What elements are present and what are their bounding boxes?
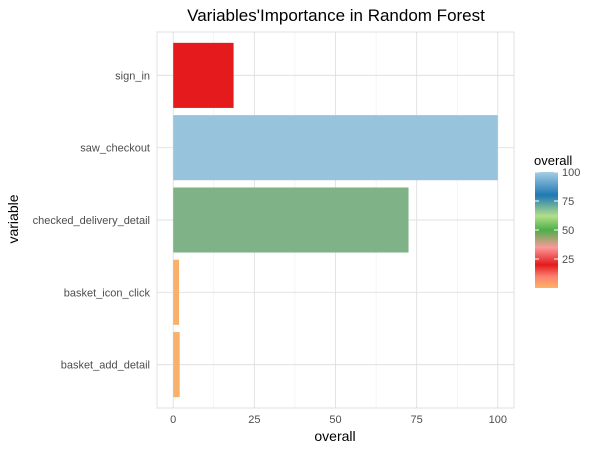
y-tick-labels: sign_in saw_checkout checked_delivery_deta… — [33, 70, 151, 371]
y-tick-label: checked_delivery_detail — [33, 215, 150, 227]
legend-tick-label: 75 — [562, 196, 574, 208]
bar-basket-add-detail — [173, 332, 180, 398]
legend-tick-label: 100 — [562, 167, 580, 179]
bar-sign-in — [173, 42, 234, 108]
chart-title: Variables'Importance in Random Forest — [187, 6, 485, 25]
x-tick-labels: 0 25 50 75 100 — [170, 414, 507, 426]
y-tick-label: basket_icon_click — [64, 287, 151, 299]
y-tick-label: sign_in — [115, 70, 150, 82]
y-axis-title: variable — [5, 194, 21, 243]
bar-checked-delivery-detail — [173, 187, 409, 253]
x-tick-label: 25 — [248, 414, 260, 426]
legend: overall 25 50 75 100 — [534, 153, 580, 288]
y-tick-label: saw_checkout — [80, 143, 150, 155]
legend-title: overall — [534, 153, 572, 168]
x-tick-label: 50 — [329, 414, 341, 426]
bar-saw-checkout — [173, 115, 498, 181]
x-axis-title: overall — [314, 428, 355, 444]
bar-basket-icon-click — [173, 259, 180, 325]
legend-colorbar — [535, 172, 558, 288]
legend-tick-label: 25 — [562, 254, 574, 266]
legend-tick-label: 50 — [562, 225, 574, 237]
x-tick-label: 0 — [170, 414, 176, 426]
x-tick-label: 100 — [489, 414, 507, 426]
bars — [173, 42, 498, 398]
x-tick-label: 75 — [411, 414, 423, 426]
y-tick-label: basket_add_detail — [61, 360, 150, 372]
panel-border — [156, 31, 515, 409]
